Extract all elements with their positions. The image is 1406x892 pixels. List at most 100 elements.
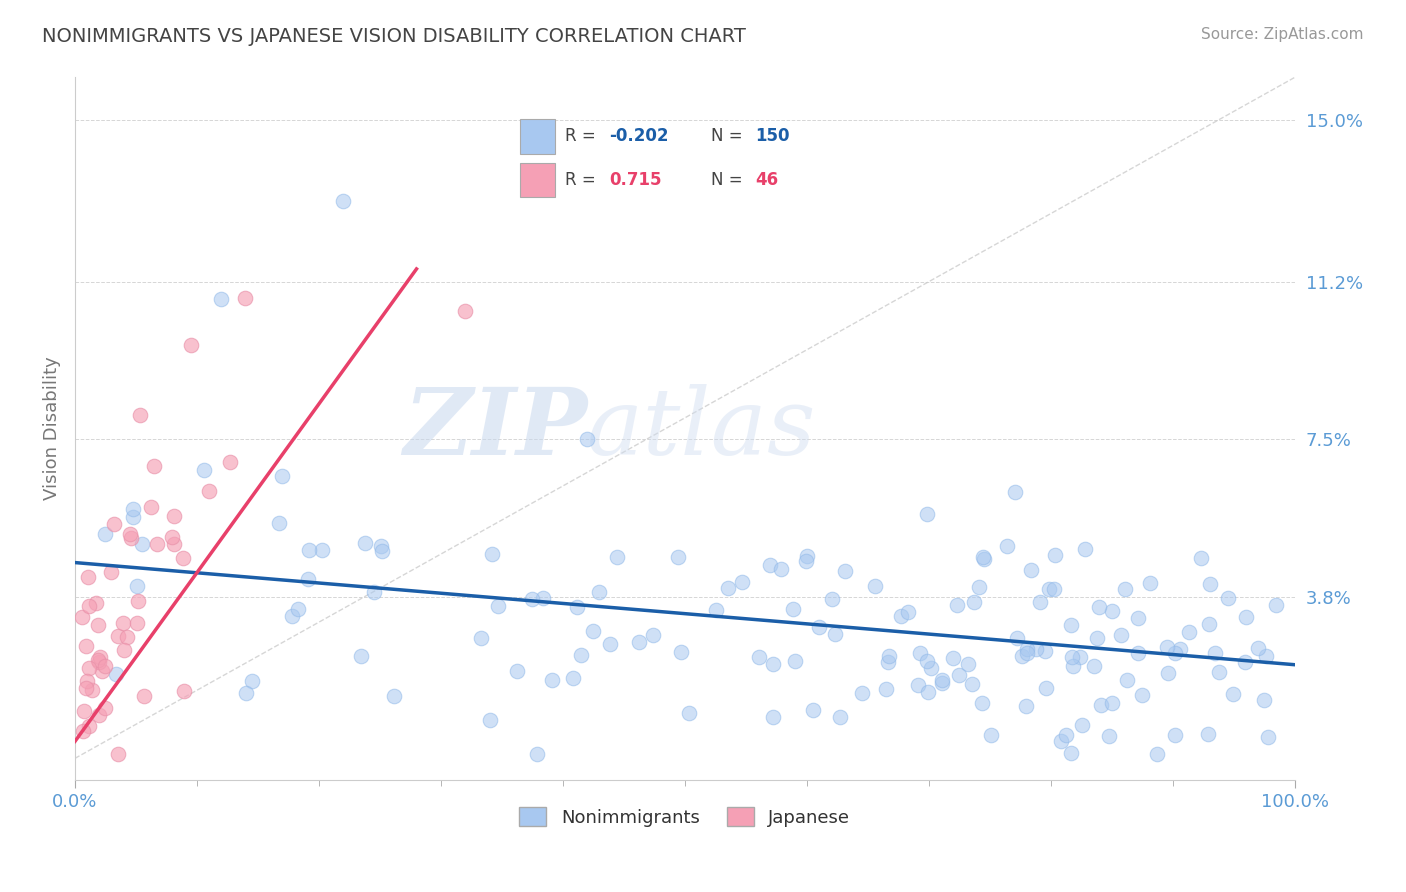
Point <box>84 596 107 610</box>
Point <box>349 649 371 664</box>
Point <box>769 562 792 576</box>
Point <box>931 676 953 690</box>
Point <box>970 697 993 711</box>
Point <box>1043 582 1066 596</box>
Point <box>606 549 628 564</box>
Point <box>962 594 984 608</box>
Point <box>1085 631 1108 645</box>
Point <box>967 581 990 595</box>
Point <box>87 618 110 632</box>
Point <box>948 668 970 682</box>
Point <box>599 637 621 651</box>
Legend: Nonimmigrants, Japanese: Nonimmigrants, Japanese <box>512 800 858 834</box>
Point <box>830 709 852 723</box>
Point <box>235 686 257 700</box>
Point <box>1130 688 1153 702</box>
Point <box>141 500 163 515</box>
Point <box>1157 666 1180 681</box>
Point <box>77 719 100 733</box>
Point <box>1019 563 1042 577</box>
Point <box>1101 604 1123 618</box>
Point <box>103 517 125 532</box>
Point <box>1218 591 1240 606</box>
Point <box>454 304 477 318</box>
Point <box>297 573 319 587</box>
Point <box>876 655 898 669</box>
Point <box>561 671 583 685</box>
Point <box>94 527 117 541</box>
Point <box>1074 541 1097 556</box>
Point <box>1090 698 1112 712</box>
Point <box>917 654 939 668</box>
Point <box>851 686 873 700</box>
Point <box>1198 616 1220 631</box>
Point <box>960 677 983 691</box>
Point <box>1128 647 1150 661</box>
Point <box>311 543 333 558</box>
Point <box>588 585 610 599</box>
Point <box>142 458 165 473</box>
Point <box>762 709 785 723</box>
Point <box>865 579 887 593</box>
Point <box>1177 624 1199 639</box>
Point <box>1265 598 1288 612</box>
Point <box>1189 551 1212 566</box>
Point <box>240 674 263 689</box>
Point <box>945 598 967 612</box>
Point <box>479 713 502 727</box>
Point <box>666 549 689 564</box>
Point <box>1111 628 1133 642</box>
Point <box>75 639 97 653</box>
Point <box>941 651 963 665</box>
Point <box>127 594 149 608</box>
Point <box>1088 599 1111 614</box>
Point <box>526 747 548 761</box>
Point <box>193 463 215 477</box>
Point <box>180 338 202 352</box>
Point <box>627 634 650 648</box>
Point <box>972 550 994 565</box>
Point <box>1017 647 1039 661</box>
Point <box>1062 650 1084 665</box>
Point <box>77 660 100 674</box>
Point <box>1234 655 1257 669</box>
Y-axis label: Vision Disability: Vision Disability <box>44 357 60 500</box>
Point <box>917 685 939 699</box>
Point <box>910 646 932 660</box>
Point <box>125 615 148 630</box>
Point <box>100 565 122 579</box>
Point <box>94 659 117 673</box>
Point <box>1156 640 1178 654</box>
Point <box>287 602 309 616</box>
Point <box>233 291 256 305</box>
Point <box>332 194 354 208</box>
Point <box>956 657 979 672</box>
Point <box>897 605 920 619</box>
Point <box>122 501 145 516</box>
Point <box>907 678 929 692</box>
Point <box>875 682 897 697</box>
Point <box>1004 485 1026 500</box>
Point <box>281 609 304 624</box>
Text: Source: ZipAtlas.com: Source: ZipAtlas.com <box>1201 27 1364 42</box>
Text: NONIMMIGRANTS VS JAPANESE VISION DISABILITY CORRELATION CHART: NONIMMIGRANTS VS JAPANESE VISION DISABIL… <box>42 27 747 45</box>
Point <box>105 666 128 681</box>
Point <box>1054 728 1077 742</box>
Point <box>1222 687 1244 701</box>
Point <box>1029 595 1052 609</box>
Point <box>146 537 169 551</box>
Point <box>1257 730 1279 744</box>
Point <box>77 569 100 583</box>
Point <box>209 292 232 306</box>
Point <box>1197 727 1219 741</box>
Point <box>759 558 782 573</box>
Point <box>1199 577 1222 591</box>
Point <box>641 627 664 641</box>
Point <box>1035 681 1057 695</box>
Point <box>87 653 110 667</box>
Point <box>920 661 942 675</box>
Point <box>1163 646 1185 660</box>
Point <box>121 509 143 524</box>
Point <box>470 631 492 645</box>
Point <box>271 469 294 483</box>
